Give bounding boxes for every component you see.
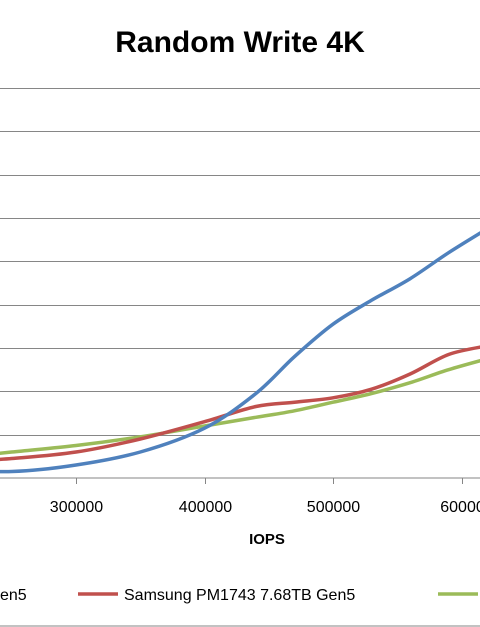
gridlines bbox=[0, 88, 480, 436]
series-line-1 bbox=[0, 231, 480, 474]
legend-label: en5 bbox=[0, 587, 27, 604]
legend-item: Samsung PM1743 7.68TB Gen5 bbox=[78, 587, 355, 604]
x-tick-label: 400000 bbox=[179, 499, 232, 516]
legend: en5 Samsung PM1743 7.68TB Gen5 bbox=[0, 587, 478, 604]
x-axis-label: IOPS bbox=[249, 531, 285, 548]
legend-label: Samsung PM1743 7.68TB Gen5 bbox=[124, 587, 355, 604]
chart-title: Random Write 4K bbox=[115, 26, 365, 59]
x-tick-label: 60000 bbox=[440, 499, 480, 516]
legend-item: en5 bbox=[0, 587, 27, 604]
x-tick-label: 300000 bbox=[50, 499, 103, 516]
x-axis-ticks: 300000 400000 500000 60000 bbox=[50, 478, 480, 516]
x-tick-label: 500000 bbox=[307, 499, 360, 516]
plot-lines bbox=[0, 231, 480, 474]
series-line-2 bbox=[0, 345, 480, 462]
series-line-3 bbox=[0, 358, 480, 455]
